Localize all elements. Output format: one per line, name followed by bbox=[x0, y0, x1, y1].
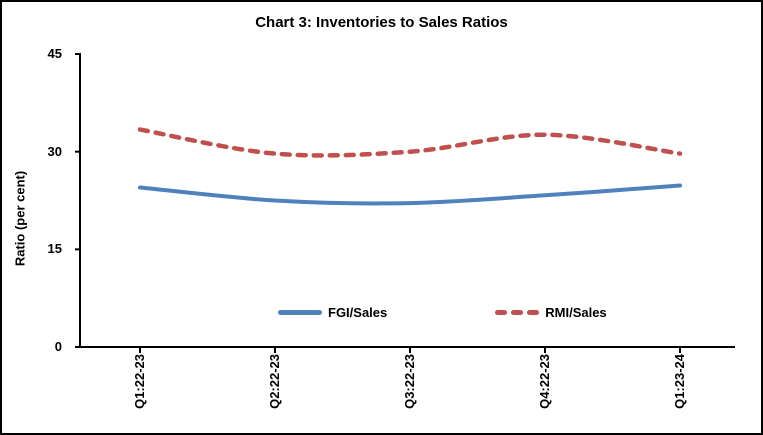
x-axis-tick-label: Q1:22-23 bbox=[132, 354, 147, 409]
x-axis-tick-label: Q4:22-23 bbox=[537, 354, 552, 409]
rmi-sales-line bbox=[137, 127, 683, 158]
y-axis-tick-label: 30 bbox=[47, 143, 62, 159]
legend-label-rmi-sales: RMI/Sales bbox=[545, 305, 607, 320]
legend-item-rmi-sales: RMI/Sales bbox=[495, 305, 607, 320]
y-axis-tick-label: 15 bbox=[47, 241, 62, 257]
legend-label-fgi-sales: FGI/Sales bbox=[328, 305, 388, 320]
x-axis-tick-label: Q1:23-24 bbox=[672, 354, 687, 409]
legend: FGI/Sales RMI/Sales bbox=[278, 305, 607, 320]
rmi-sales-line-swatch bbox=[495, 310, 540, 315]
fgi-sales-line-swatch bbox=[278, 310, 322, 315]
y-axis-tick-label: 45 bbox=[47, 46, 62, 61]
x-axis-tick-label: Q3:22-23 bbox=[402, 354, 417, 409]
x-axis-tick-label: Q2:22-23 bbox=[267, 354, 282, 409]
chart-title: Chart 3: Inventories to Sales Ratios bbox=[255, 14, 508, 31]
fgi-sales-line bbox=[138, 183, 682, 206]
legend-item-fgi-sales: FGI/Sales bbox=[278, 305, 387, 320]
y-axis-tick-label: 0 bbox=[54, 339, 62, 354]
